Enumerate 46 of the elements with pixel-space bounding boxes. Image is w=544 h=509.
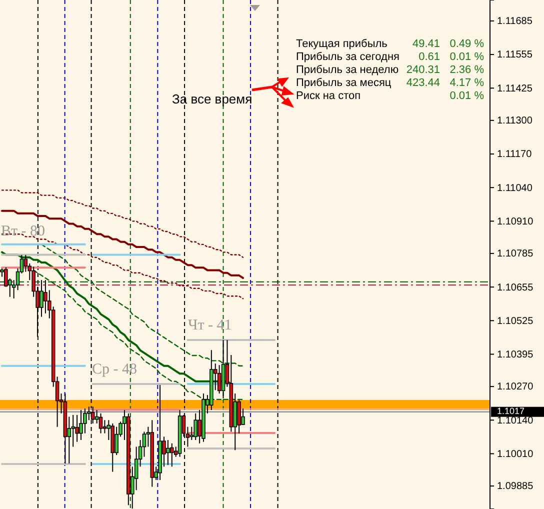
- ref-line-label: 1.1017: [497, 406, 525, 416]
- y-tick-label: 1.11040: [497, 182, 533, 194]
- annotation: Риск на стоп: [296, 90, 361, 102]
- annotation: Прибыль за неделю: [296, 64, 399, 76]
- annotation: 49.41: [412, 38, 440, 50]
- y-tick-label: 1.10140: [497, 415, 534, 426]
- candlestick: [102, 420, 107, 434]
- y-tick-label: 1.10395: [497, 349, 534, 360]
- annotation: Прибыль за месяц: [296, 76, 392, 89]
- annotation: Чт - 41: [188, 317, 232, 334]
- y-tick-label: 1.11425: [497, 83, 533, 94]
- y-tick-label: 1.10010: [497, 448, 534, 460]
- y-tick-label: 1.11170: [497, 149, 532, 160]
- y-tick-label: 1.09885: [497, 481, 534, 492]
- annotation: 2.36 %: [450, 64, 484, 76]
- y-tick-label: 1.10270: [497, 382, 534, 393]
- candlestick: [90, 406, 95, 424]
- line-series: [1, 190, 244, 258]
- annotation: Прибыль за сегодня: [296, 50, 400, 63]
- annotation: 240.31: [406, 64, 440, 76]
- candlestick: [75, 414, 79, 442]
- annotation: 0.61: [418, 50, 440, 63]
- candlestick: [237, 399, 241, 434]
- annotation: Текущая прибыль: [296, 38, 388, 50]
- y-tick-label: 1.11555: [497, 50, 533, 61]
- annotation: 423.44: [406, 76, 440, 89]
- annotation: 4.17 %: [450, 76, 484, 89]
- candlestick: [217, 364, 222, 394]
- annotation: За все время: [172, 91, 252, 106]
- candlestick: [194, 412, 198, 441]
- y-tick-label: 1.10655: [497, 282, 534, 294]
- line-series: [0, 210, 244, 280]
- y-tick-label: 1.11300: [497, 116, 533, 127]
- candlestick: [79, 410, 83, 441]
- annotation: 0.01 %: [450, 50, 484, 63]
- candlestick: [40, 280, 44, 318]
- candlestick: [98, 412, 103, 434]
- candlestick: [166, 440, 170, 466]
- annotation: 0.01 %: [450, 90, 484, 102]
- y-tick-label: 1.10910: [497, 216, 534, 228]
- annotation: 0.49 %: [450, 38, 484, 50]
- candlestick: [170, 442, 174, 468]
- y-tick-label: 1.10785: [497, 248, 534, 260]
- annotation: Ср - 48: [92, 361, 137, 378]
- y-tick-label: 1.10525: [497, 316, 534, 327]
- y-tick-label: 1.11685: [497, 16, 533, 28]
